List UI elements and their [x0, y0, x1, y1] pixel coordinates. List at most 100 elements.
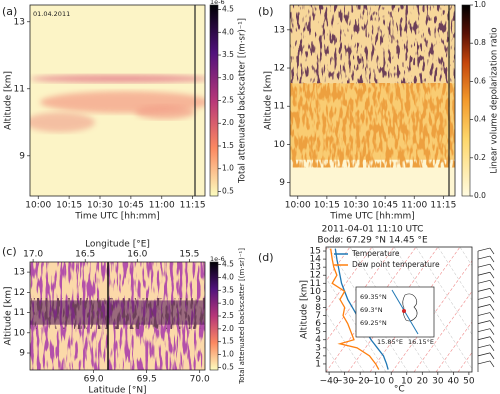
wind-barb [477, 296, 491, 300]
y-axis-label: Altitude [km] [4, 71, 14, 130]
inset-lon-label: 15.85°E [377, 338, 403, 346]
y-tick-label: 11 [14, 84, 25, 94]
y-tick-label: 2 [315, 351, 321, 361]
x2-tick-label: 17.0 [23, 250, 43, 260]
colorbar-tick-label: 2.0 [222, 118, 234, 127]
heatmap-texture [30, 262, 205, 370]
x-axis-label: °C [394, 385, 405, 394]
aerosol-layer [30, 112, 95, 133]
wind-barb [477, 328, 491, 333]
panel-title: 2011-04-01 11:10 UTC [322, 225, 424, 235]
x-tick-label: 0 [388, 377, 394, 387]
colorbar-tick-label: 4.0 [222, 272, 234, 281]
panel-label: (c) [2, 245, 17, 258]
wind-barb [489, 288, 495, 295]
wind-barb [477, 360, 491, 365]
y-axis-label: Altitude [km] [300, 280, 310, 339]
x-tick-label: 10 [401, 377, 413, 387]
isotherm [326, 247, 373, 312]
colorbar-tick-label: 1.0 [222, 350, 234, 359]
wind-barb [477, 312, 491, 316]
y-tick-label: 10 [14, 328, 26, 338]
wind-barb [477, 263, 491, 268]
wind-barb [477, 255, 491, 260]
x-tick-label: −10 [366, 377, 385, 387]
wind-barb [489, 255, 495, 263]
x-tick-label: 11:00 [149, 201, 175, 211]
wind-barb [477, 271, 491, 276]
colorbar-tick-label: 1.0 [474, 0, 486, 9]
y-tick-label: 9 [279, 178, 285, 188]
wind-barb [489, 328, 495, 335]
aerosol-layer [30, 74, 205, 83]
colorbar-tick-label: 2.0 [222, 324, 234, 333]
inset-map: 69.35°N 69.3°N 69.25°N 15.85°E 16.15°E [355, 286, 435, 346]
isotherm [435, 321, 472, 372]
colorbar-tick-label: 1.5 [222, 337, 234, 346]
colorbar-tick-label: 2.5 [222, 311, 234, 320]
colorbar-tick-label: 3.0 [222, 298, 234, 307]
isotherm [391, 260, 472, 372]
colorbar-tick-label: 3.0 [222, 73, 234, 82]
noise-speckle [290, 83, 455, 168]
x-tick-label: 10:45 [372, 201, 398, 211]
x-tick-label: −40 [320, 377, 339, 387]
wind-barb [489, 336, 495, 343]
colorbar-label: Total attenuated backscatter [(m·sr)⁻¹] [238, 248, 246, 385]
noise-speckle [290, 5, 455, 84]
colorbar-offset: 1e-6 [210, 255, 225, 263]
y-tick-label: 6 [315, 319, 321, 329]
colorbar-tick-label: 2.5 [222, 96, 234, 105]
y-tick-label: 12 [310, 271, 321, 281]
x-tick-label: 10:30 [87, 201, 113, 211]
y-tick-label: 12 [274, 64, 285, 74]
x-tick-label: 10:00 [285, 201, 311, 211]
y-tick-label: 13 [310, 263, 321, 273]
colorbar-tick-label: 0.0 [474, 191, 486, 200]
wind-barb [477, 344, 491, 349]
inset-lon-label: 16.15°E [408, 338, 434, 346]
noise-speckle [30, 298, 205, 329]
wind-barb [489, 263, 495, 271]
wind-barb [477, 352, 491, 357]
annotation: 01.04.2011 [33, 10, 70, 18]
x-tick-label: 10:15 [56, 201, 82, 211]
inset-lat-label: 69.35°N [360, 293, 387, 301]
plot-frame [325, 246, 473, 373]
colorbar-tick-label: 3.5 [222, 50, 234, 59]
colorbar-tick-label: 0.5 [222, 362, 234, 371]
isotherm [326, 247, 395, 342]
y-tick-label: 9 [19, 349, 25, 359]
wind-barb [489, 272, 495, 279]
wind-barb [477, 279, 491, 284]
wind-barb [489, 296, 495, 303]
colorbar-tick-label: 0.8 [474, 38, 486, 47]
colorbar [209, 4, 219, 197]
x-axis-label: Time UTC [hh:mm] [329, 212, 415, 222]
wind-barb [489, 304, 495, 311]
wind-barb [477, 336, 491, 341]
x-tick-label: 30 [432, 377, 444, 387]
y-axis-label: Altitude [km] [264, 71, 274, 130]
heatmap-texture [290, 5, 455, 168]
x2-tick-label: 16.5 [75, 250, 95, 260]
colorbar-tick-label: 0.5 [222, 186, 234, 195]
x-tick-label: 10:00 [25, 201, 51, 211]
wind-barb [489, 320, 495, 327]
y-tick-label: 11 [274, 102, 285, 112]
heatmap-texture [30, 74, 205, 133]
x-tick-label: 20 [417, 377, 429, 387]
legend-label: Temperature [351, 249, 400, 258]
wind-barb [477, 247, 491, 252]
colorbar [461, 4, 471, 197]
x-tick-label: 69.5 [137, 375, 157, 385]
site-marker [402, 309, 406, 313]
wind-barb [489, 352, 495, 360]
y-tick-label: 5 [315, 327, 321, 337]
colorbar-tick-label: 1.5 [222, 141, 234, 150]
panel-label: (b) [258, 5, 274, 18]
y-tick-label: 11 [14, 308, 25, 318]
x2-tick-label: 16.0 [127, 250, 147, 260]
x-tick-label: 11:00 [401, 201, 427, 211]
x-tick-label: 10:45 [118, 201, 144, 211]
